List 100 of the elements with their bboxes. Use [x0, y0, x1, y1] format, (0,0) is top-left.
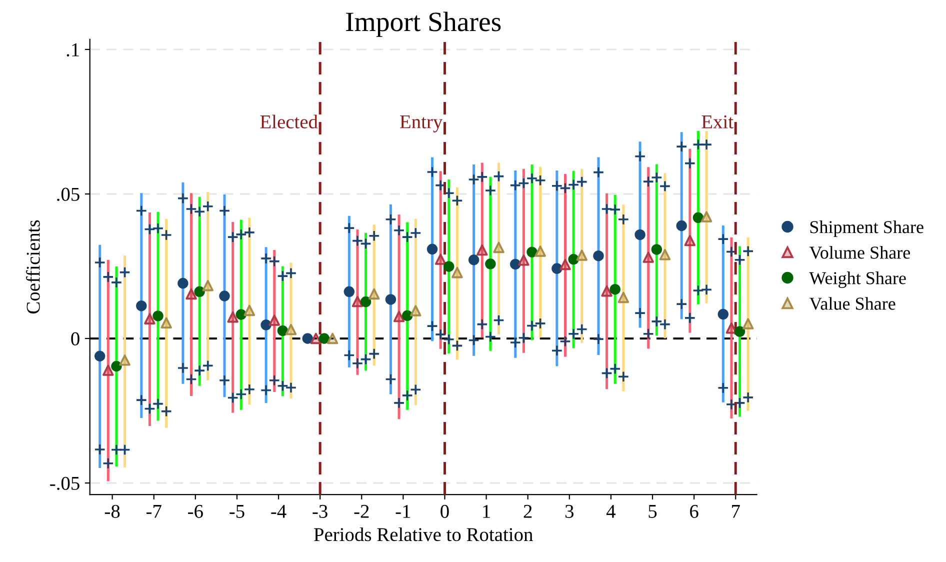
- point: [593, 250, 604, 262]
- point: [426, 166, 438, 178]
- point: [268, 314, 280, 326]
- point: [177, 192, 189, 204]
- point: [136, 394, 148, 406]
- ref-line-label: Elected: [260, 114, 318, 128]
- x-axis-title: Periods Relative to Rotation: [314, 527, 533, 542]
- x-tick-label: -1: [396, 504, 410, 518]
- point: [426, 244, 438, 255]
- point: [434, 328, 446, 340]
- point: [534, 174, 546, 186]
- point: [510, 258, 521, 270]
- x-tick-label: -6: [188, 504, 203, 518]
- point: [235, 228, 247, 240]
- point: [260, 320, 272, 330]
- legend-label: Value Share: [809, 297, 896, 310]
- point: [634, 150, 646, 162]
- point: [592, 333, 604, 345]
- point: [310, 332, 322, 344]
- legend-label: Shipment Share: [810, 220, 924, 237]
- point: [302, 333, 313, 344]
- point: [650, 316, 662, 328]
- point: [276, 270, 288, 282]
- point: [444, 261, 454, 272]
- point: [676, 220, 687, 232]
- point: [260, 384, 272, 396]
- point: [94, 444, 106, 456]
- x-tick-label: -7: [146, 505, 162, 518]
- point: [343, 222, 355, 234]
- point: [510, 179, 522, 192]
- point: [468, 334, 480, 346]
- point: [110, 276, 122, 288]
- point: [160, 406, 172, 418]
- point: [485, 258, 496, 270]
- y-tick-label: .05: [57, 188, 80, 201]
- point: [268, 374, 280, 386]
- x-tick-label: -2: [354, 504, 369, 518]
- legend-label: Weight Share: [809, 272, 906, 288]
- point: [518, 254, 530, 266]
- point: [136, 204, 148, 217]
- point: [410, 305, 422, 316]
- point: [326, 332, 338, 344]
- point: [676, 140, 688, 152]
- point: [194, 286, 205, 298]
- point: [551, 180, 563, 192]
- point: [102, 271, 114, 283]
- point: [285, 267, 297, 279]
- point: [402, 310, 413, 322]
- point: [360, 296, 372, 308]
- point: [185, 203, 198, 215]
- point: [610, 284, 620, 295]
- point: [734, 326, 746, 337]
- point: [618, 292, 630, 304]
- point: [651, 244, 662, 255]
- point: [218, 204, 230, 217]
- ref-line-label: Exit: [702, 115, 734, 128]
- point: [178, 278, 188, 289]
- y-tick-label: .1: [66, 43, 79, 56]
- point: [476, 171, 488, 183]
- point: [534, 246, 546, 257]
- point: [426, 320, 438, 332]
- point: [551, 344, 563, 356]
- y-axis-title: Coefficients: [26, 220, 40, 314]
- point: [692, 284, 704, 296]
- point: [576, 176, 588, 188]
- point: [484, 184, 496, 196]
- point: [684, 158, 696, 170]
- point: [343, 349, 355, 362]
- point: [560, 258, 571, 270]
- point: [717, 233, 729, 245]
- legend-label: Volume Share: [809, 246, 910, 259]
- x-tick-label: -4: [271, 504, 286, 518]
- point: [634, 229, 646, 240]
- point: [144, 223, 156, 236]
- point: [684, 234, 696, 246]
- point: [186, 288, 197, 300]
- point: [236, 309, 246, 320]
- point: [368, 288, 380, 300]
- point: [492, 170, 505, 182]
- point: [559, 336, 572, 348]
- point: [434, 254, 446, 265]
- ref-line-label: Entry: [400, 115, 443, 132]
- point: [692, 212, 704, 224]
- point: [368, 230, 380, 242]
- point: [592, 166, 604, 178]
- point: [492, 314, 505, 326]
- chart-title: Import Shares: [346, 12, 501, 37]
- point: [526, 246, 538, 258]
- point: [218, 374, 230, 386]
- point: [451, 194, 464, 206]
- x-tick-label: -5: [230, 505, 244, 518]
- x-tick-label: -3: [312, 504, 328, 518]
- point: [94, 350, 106, 362]
- point: [102, 458, 114, 470]
- point: [160, 229, 172, 241]
- point: [110, 444, 122, 456]
- point: [742, 245, 754, 258]
- point: [352, 296, 364, 308]
- point: [219, 290, 230, 302]
- point: [185, 373, 198, 386]
